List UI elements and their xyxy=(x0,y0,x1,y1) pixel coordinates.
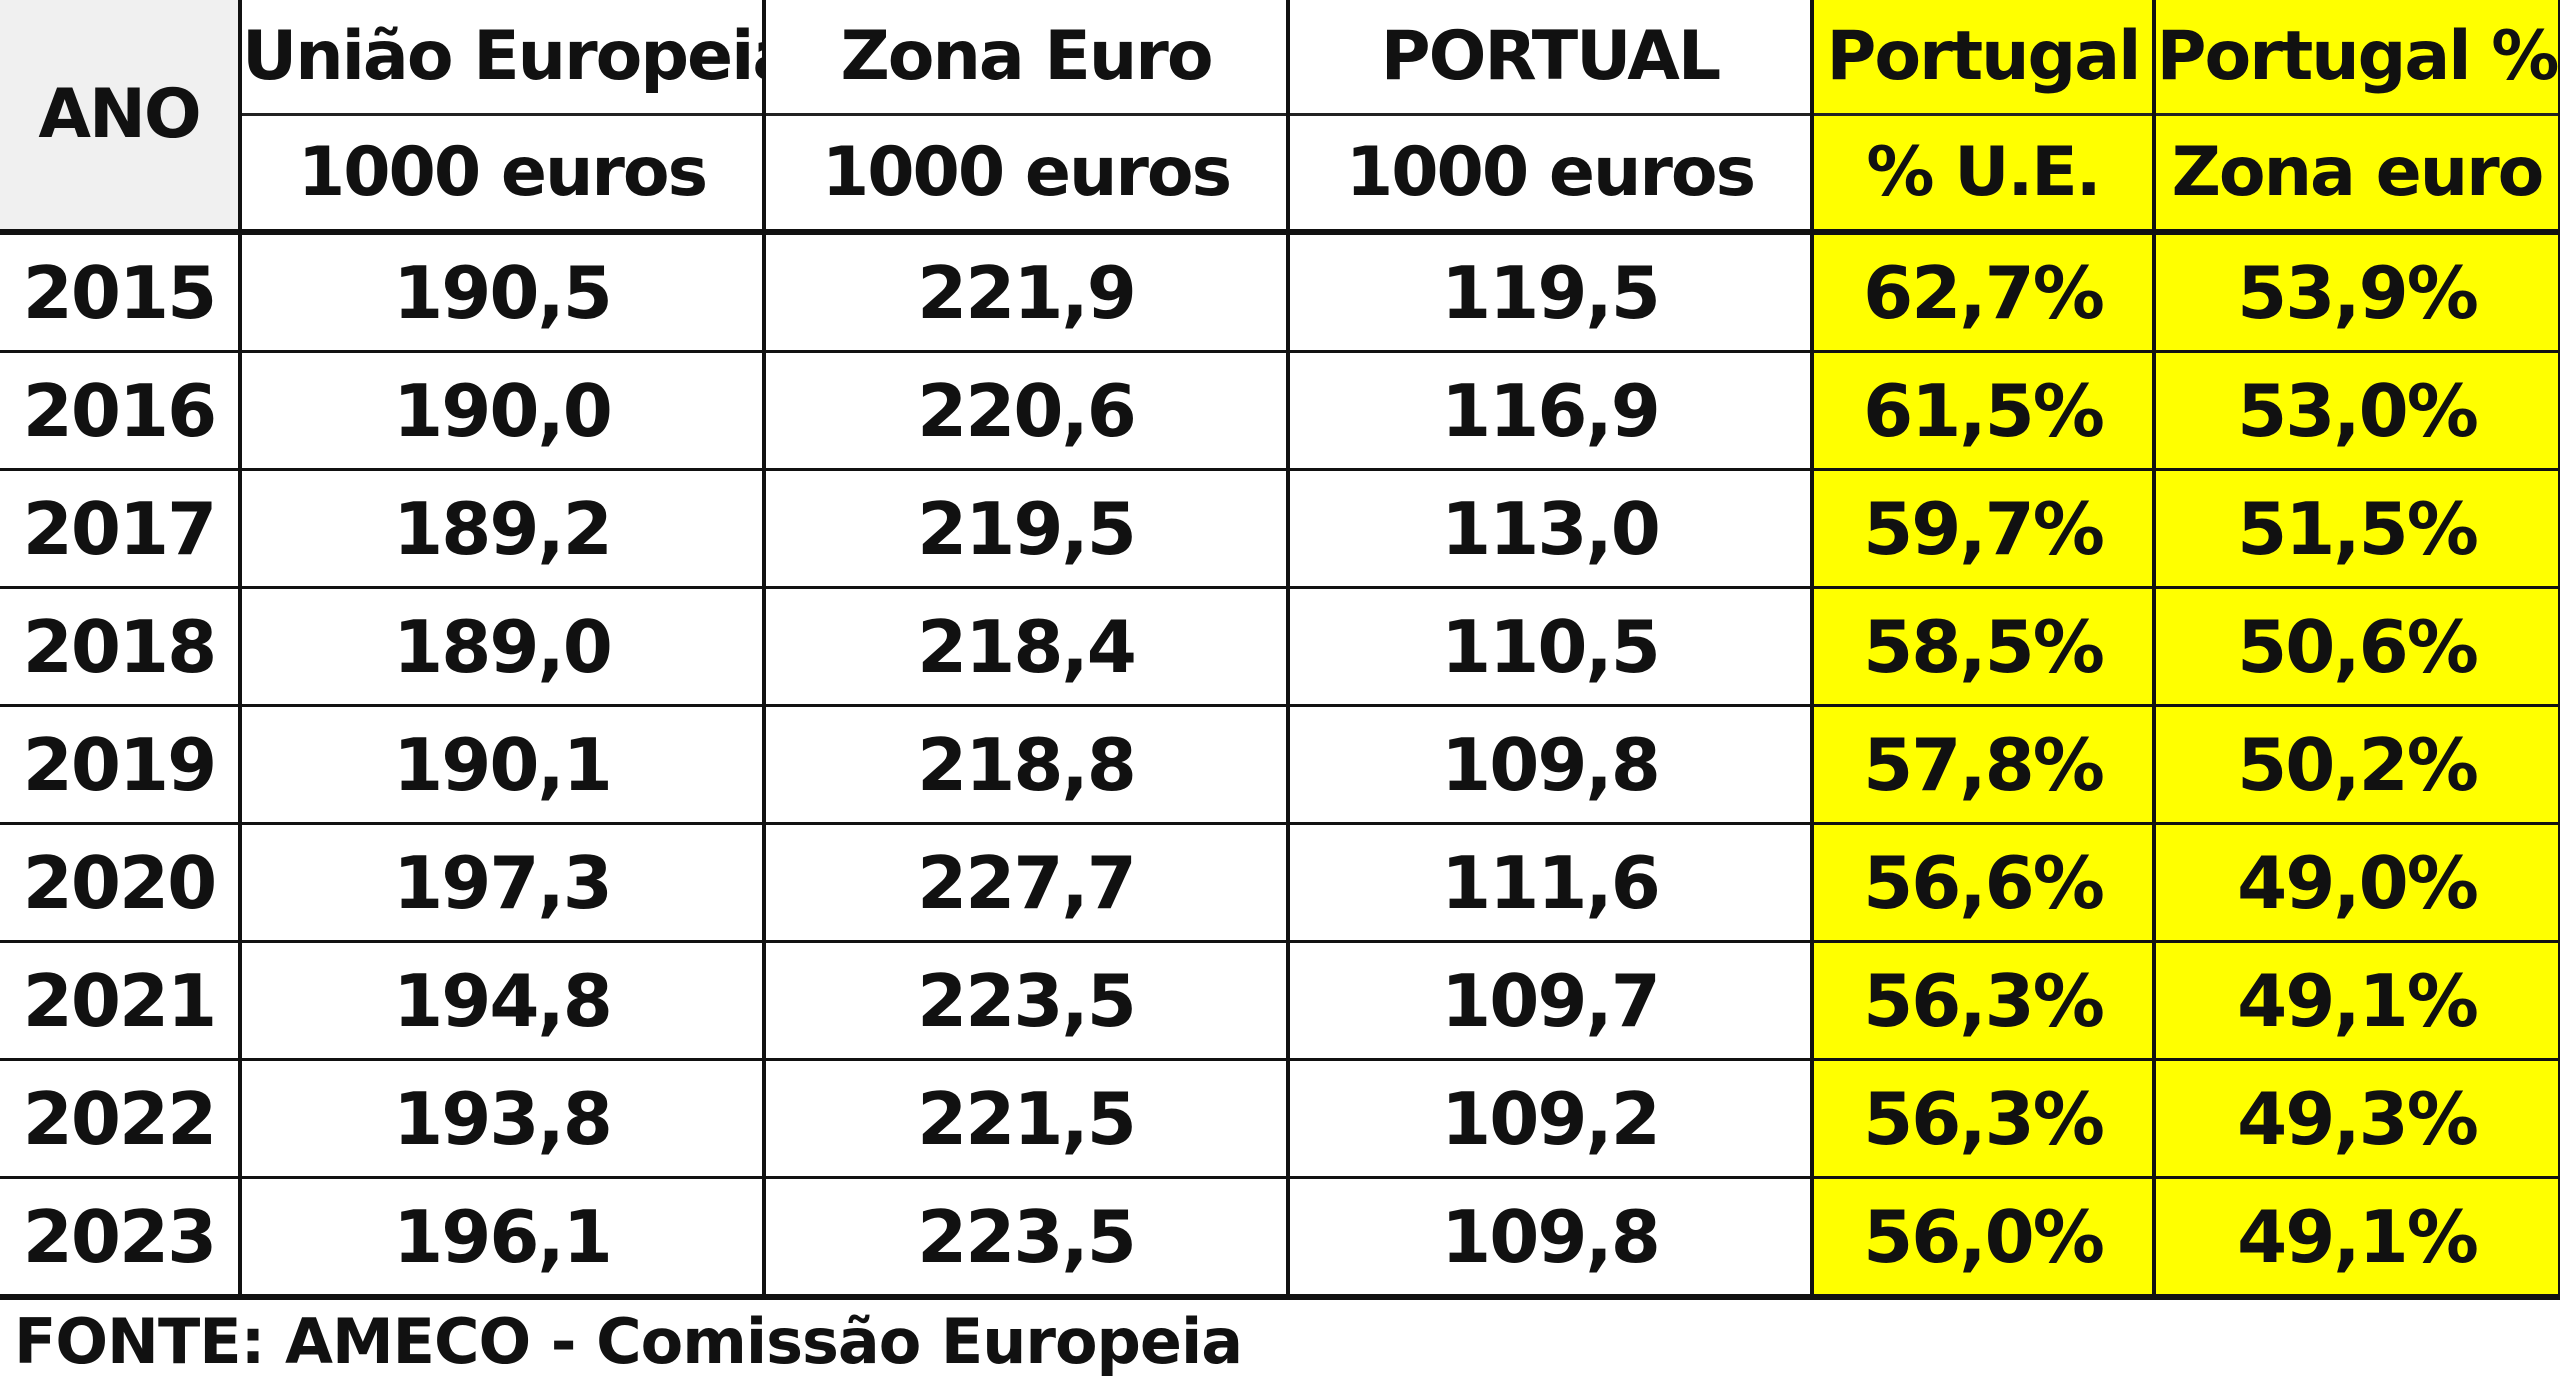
data-table: ANO União Europeia Zona Euro PORTUAL Por… xyxy=(0,0,2560,1300)
pct-euro-zone-column-unit: Zona euro xyxy=(2152,114,2560,235)
pct-euro-zone-column-title: Portugal % xyxy=(2152,0,2560,116)
euro-zone-value-cell: 218,4 xyxy=(762,587,1290,707)
portugal-value-cell: 113,0 xyxy=(1286,469,1814,589)
eu-value-cell: 190,5 xyxy=(238,232,766,353)
portugal-value-cell: 109,8 xyxy=(1286,705,1814,825)
euro-zone-value-cell: 223,5 xyxy=(762,941,1290,1061)
portugal-column-title: PORTUAL xyxy=(1286,0,1814,116)
data-table-container: ANO União Europeia Zona Euro PORTUAL Por… xyxy=(0,0,2560,1300)
pct-euro-zone-value-cell: 49,0% xyxy=(2152,823,2560,943)
pct-eu-column-unit: % U.E. xyxy=(1810,114,2156,235)
eu-value-cell: 196,1 xyxy=(238,1177,766,1300)
euro-zone-value-cell: 220,6 xyxy=(762,351,1290,471)
year-cell: 2019 xyxy=(0,705,242,825)
pct-eu-column-title: Portugal xyxy=(1810,0,2156,116)
table-row: 2016 190,0 220,6 116,9 61,5% 53,0% xyxy=(0,351,2560,471)
pct-eu-value-cell: 61,5% xyxy=(1810,351,2156,471)
euro-zone-column-unit: 1000 euros xyxy=(762,114,1290,235)
year-cell: 2021 xyxy=(0,941,242,1061)
table-row: 2020 197,3 227,7 111,6 56,6% 49,0% xyxy=(0,823,2560,943)
pct-euro-zone-value-cell: 53,0% xyxy=(2152,351,2560,471)
pct-eu-value-cell: 59,7% xyxy=(1810,469,2156,589)
year-cell: 2022 xyxy=(0,1059,242,1179)
year-cell: 2018 xyxy=(0,587,242,707)
eu-column-title: União Europeia xyxy=(238,0,766,116)
pct-euro-zone-value-cell: 50,6% xyxy=(2152,587,2560,707)
table-row: 2019 190,1 218,8 109,8 57,8% 50,2% xyxy=(0,705,2560,825)
pct-euro-zone-value-cell: 50,2% xyxy=(2152,705,2560,825)
source-note: FONTE: AMECO - Comissão Europeia xyxy=(14,1305,1243,1378)
euro-zone-value-cell: 218,8 xyxy=(762,705,1290,825)
eu-value-cell: 189,2 xyxy=(238,469,766,589)
eu-value-cell: 190,0 xyxy=(238,351,766,471)
pct-eu-value-cell: 56,0% xyxy=(1810,1177,2156,1300)
pct-eu-value-cell: 62,7% xyxy=(1810,232,2156,353)
pct-eu-value-cell: 58,5% xyxy=(1810,587,2156,707)
table-row: 2017 189,2 219,5 113,0 59,7% 51,5% xyxy=(0,469,2560,589)
pct-euro-zone-value-cell: 53,9% xyxy=(2152,232,2560,353)
table-row: 2015 190,5 221,9 119,5 62,7% 53,9% xyxy=(0,232,2560,353)
portugal-value-cell: 109,7 xyxy=(1286,941,1814,1061)
pct-eu-value-cell: 56,3% xyxy=(1810,1059,2156,1179)
eu-value-cell: 190,1 xyxy=(238,705,766,825)
portugal-column-unit: 1000 euros xyxy=(1286,114,1814,235)
euro-zone-value-cell: 221,9 xyxy=(762,232,1290,353)
pct-euro-zone-value-cell: 51,5% xyxy=(2152,469,2560,589)
euro-zone-value-cell: 219,5 xyxy=(762,469,1290,589)
year-cell: 2020 xyxy=(0,823,242,943)
year-column-header: ANO xyxy=(0,0,242,235)
euro-zone-value-cell: 221,5 xyxy=(762,1059,1290,1179)
pct-euro-zone-value-cell: 49,1% xyxy=(2152,941,2560,1061)
pct-eu-value-cell: 57,8% xyxy=(1810,705,2156,825)
header-row-titles: ANO União Europeia Zona Euro PORTUAL Por… xyxy=(0,0,2560,235)
portugal-value-cell: 119,5 xyxy=(1286,232,1814,353)
eu-value-cell: 194,8 xyxy=(238,941,766,1061)
euro-zone-value-cell: 227,7 xyxy=(762,823,1290,943)
portugal-value-cell: 111,6 xyxy=(1286,823,1814,943)
euro-zone-column-title: Zona Euro xyxy=(762,0,1290,116)
table-row: 2018 189,0 218,4 110,5 58,5% 50,6% xyxy=(0,587,2560,707)
pct-eu-value-cell: 56,6% xyxy=(1810,823,2156,943)
header-row-units: 1000 euros 1000 euros 1000 euros % U.E. … xyxy=(0,114,2560,235)
year-cell: 2015 xyxy=(0,232,242,353)
portugal-value-cell: 116,9 xyxy=(1286,351,1814,471)
euro-zone-value-cell: 223,5 xyxy=(762,1177,1290,1300)
year-cell: 2016 xyxy=(0,351,242,471)
pct-eu-value-cell: 56,3% xyxy=(1810,941,2156,1061)
year-cell: 2017 xyxy=(0,469,242,589)
eu-column-unit: 1000 euros xyxy=(238,114,766,235)
table-row: 2021 194,8 223,5 109,7 56,3% 49,1% xyxy=(0,941,2560,1061)
pct-euro-zone-value-cell: 49,3% xyxy=(2152,1059,2560,1179)
portugal-value-cell: 109,2 xyxy=(1286,1059,1814,1179)
eu-value-cell: 197,3 xyxy=(238,823,766,943)
portugal-value-cell: 109,8 xyxy=(1286,1177,1814,1300)
year-cell: 2023 xyxy=(0,1177,242,1300)
portugal-value-cell: 110,5 xyxy=(1286,587,1814,707)
pct-euro-zone-value-cell: 49,1% xyxy=(2152,1177,2560,1300)
eu-value-cell: 193,8 xyxy=(238,1059,766,1179)
table-row: 2022 193,8 221,5 109,2 56,3% 49,3% xyxy=(0,1059,2560,1179)
table-row: 2023 196,1 223,5 109,8 56,0% 49,1% xyxy=(0,1177,2560,1300)
eu-value-cell: 189,0 xyxy=(238,587,766,707)
